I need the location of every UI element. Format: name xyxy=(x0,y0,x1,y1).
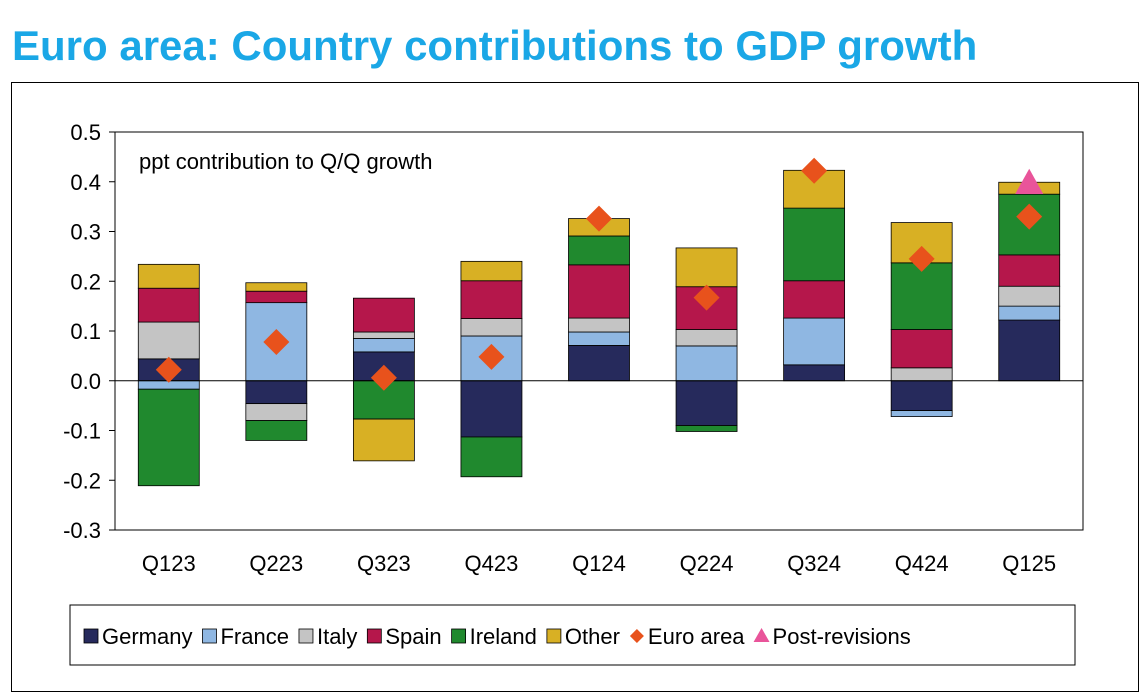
x-tick-label: Q124 xyxy=(572,551,626,576)
legend-swatch xyxy=(299,629,313,643)
y-tick-label: -0.2 xyxy=(63,468,101,493)
y-tick-label: 0.5 xyxy=(70,120,101,145)
bar-other-q123 xyxy=(138,264,199,288)
bar-ireland-q123 xyxy=(138,389,199,486)
bar-france-q224 xyxy=(676,346,737,381)
x-tick-label: Q323 xyxy=(357,551,411,576)
bar-germany-q424 xyxy=(891,381,952,411)
bar-other-q323 xyxy=(353,419,414,461)
bar-ireland-q124 xyxy=(569,236,630,265)
bar-ireland-q223 xyxy=(246,421,307,441)
bar-italy-q224 xyxy=(676,330,737,346)
bar-other-q223 xyxy=(246,283,307,291)
bar-italy-q424 xyxy=(891,368,952,381)
x-tick-label: Q324 xyxy=(787,551,841,576)
legend-swatch xyxy=(84,629,98,643)
x-tick-label: Q223 xyxy=(249,551,303,576)
marker-post-revisions-q125 xyxy=(1015,169,1043,194)
x-tick-label: Q125 xyxy=(1002,551,1056,576)
bar-spain-q324 xyxy=(784,281,845,318)
bar-spain-q223 xyxy=(246,291,307,302)
bar-germany-q124 xyxy=(569,345,630,380)
y-tick-label: 0.3 xyxy=(70,220,101,245)
bar-other-q423 xyxy=(461,261,522,280)
bar-france-q424 xyxy=(891,411,952,417)
bar-italy-q323 xyxy=(353,332,414,338)
legend-item-euro-area: Euro area xyxy=(630,624,745,649)
bar-ireland-q423 xyxy=(461,437,522,477)
x-axis: Q123 Q223 Q323 Q423 Q124 Q224 Q324 Q424 Q125 xyxy=(142,551,1056,576)
y-tick-label: 0.2 xyxy=(70,269,101,294)
bar-italy-q124 xyxy=(569,318,630,332)
bar-ireland-q324 xyxy=(784,208,845,281)
bar-germany-q125 xyxy=(999,320,1060,381)
y-tick-label: 0.4 xyxy=(70,170,101,195)
bar-other-q224 xyxy=(676,248,737,287)
legend-swatch xyxy=(547,629,561,643)
y-tick-label: 0.1 xyxy=(70,319,101,344)
bar-spain-q124 xyxy=(569,265,630,318)
legend-label: Germany xyxy=(102,624,192,649)
x-tick-label: Q224 xyxy=(680,551,734,576)
legend-label: Spain xyxy=(385,624,441,649)
y-tick-label: -0.3 xyxy=(63,518,101,543)
bar-italy-q423 xyxy=(461,319,522,336)
bar-italy-q123 xyxy=(138,322,199,359)
chart-annotation: ppt contribution to Q/Q growth xyxy=(139,149,433,174)
bar-france-q324 xyxy=(784,318,845,365)
bar-italy-q223 xyxy=(246,404,307,421)
legend-swatch xyxy=(367,629,381,643)
y-tick-label: -0.1 xyxy=(63,419,101,444)
legend-swatch xyxy=(202,629,216,643)
bar-germany-q224 xyxy=(676,381,737,426)
bar-ireland-q424 xyxy=(891,263,952,330)
y-tick-label: 0.0 xyxy=(70,369,101,394)
bar-ireland-q224 xyxy=(676,426,737,432)
bar-italy-q125 xyxy=(999,286,1060,306)
bar-spain-q125 xyxy=(999,255,1060,286)
bar-germany-q324 xyxy=(784,365,845,381)
bar-france-q125 xyxy=(999,306,1060,320)
bar-spain-q123 xyxy=(138,288,199,322)
bar-spain-q323 xyxy=(353,298,414,332)
bar-germany-q423 xyxy=(461,381,522,437)
bar-france-q323 xyxy=(353,338,414,351)
y-axis: 0.5 0.4 0.3 0.2 0.1 0.0 -0.1 -0.2 -0.3 xyxy=(63,120,115,543)
legend-label: Italy xyxy=(317,624,357,649)
bar-france-q124 xyxy=(569,332,630,345)
x-tick-label: Q423 xyxy=(465,551,519,576)
legend-label: Euro area xyxy=(648,624,745,649)
page-title: Euro area: Country contributions to GDP … xyxy=(12,18,977,74)
legend-item-post-revisions: Post-revisions xyxy=(754,624,911,649)
legend-label: Other xyxy=(565,624,620,649)
bar-germany-q223 xyxy=(246,381,307,404)
bar-spain-q423 xyxy=(461,281,522,319)
legend-swatch xyxy=(452,629,466,643)
legend-label: Post-revisions xyxy=(773,624,911,649)
x-tick-label: Q123 xyxy=(142,551,196,576)
bar-spain-q424 xyxy=(891,330,952,368)
chart-frame: 0.5 0.4 0.3 0.2 0.1 0.0 -0.1 -0.2 -0.3 Q123 Q223 Q… xyxy=(11,82,1139,692)
chart: 0.50.40.30.20.10.0-0.1-0.2-0.3 Q123 Q223 Q… xyxy=(12,83,1138,691)
legend-label: Ireland xyxy=(470,624,537,649)
x-tick-label: Q424 xyxy=(895,551,949,576)
legend-label: France xyxy=(220,624,288,649)
